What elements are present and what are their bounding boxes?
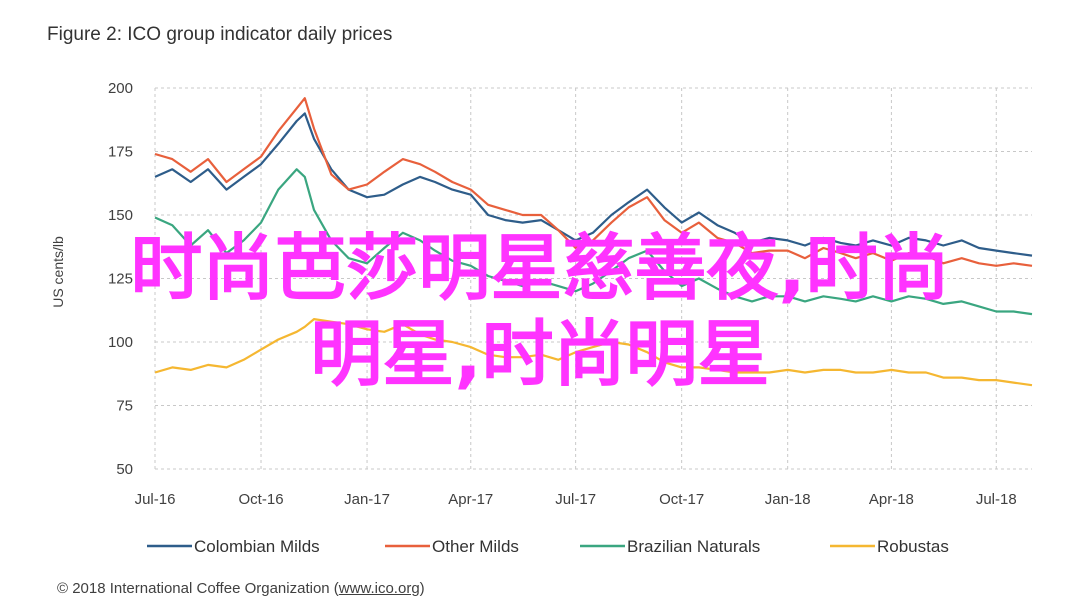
y-tick-label: 175 <box>108 144 133 161</box>
x-tick-label: Jan-18 <box>765 491 811 508</box>
legend-label-brazilian-naturals: Brazilian Naturals <box>627 537 760 556</box>
y-tick-label: 150 <box>108 207 133 224</box>
ico-website-link[interactable]: www.ico.org <box>338 580 420 597</box>
y-tick-label: 125 <box>108 271 133 288</box>
x-tick-label: Jul-16 <box>135 491 176 508</box>
x-tick-label: Jul-18 <box>976 491 1017 508</box>
grid <box>154 87 1032 470</box>
overlay-text-line2: 明星,时尚明星 <box>310 312 770 396</box>
x-tick-label: Oct-16 <box>239 491 284 508</box>
x-axis: Jul-16 Oct-16 Jan-17 Apr-17 Jul-17 Oct-17 Jan-… <box>135 491 1017 508</box>
series-line-robustas <box>154 318 1033 387</box>
x-tick-label: Jan-17 <box>344 491 390 508</box>
legend-label-robustas: Robustas <box>877 537 949 556</box>
x-tick-label: Oct-17 <box>659 491 704 508</box>
legend-label-colombian-milds: Colombian Milds <box>194 537 320 556</box>
y-tick-label: 100 <box>108 334 133 351</box>
figure-title: Figure 2: ICO group indicator daily pric… <box>47 24 393 45</box>
legend-label-other-milds: Other Milds <box>432 537 519 556</box>
x-tick-label: Apr-18 <box>869 491 914 508</box>
series-line-brazilian-naturals <box>154 168 1033 316</box>
copyright-notice: © 2018 International Coffee Organization… <box>57 580 425 597</box>
y-tick-label: 75 <box>116 398 133 415</box>
series-line-other-milds <box>154 97 1033 267</box>
y-tick-label: 50 <box>116 461 133 478</box>
copyright-prefix: © 2018 International Coffee Organization… <box>57 580 339 597</box>
series-line-colombian-milds <box>154 112 1033 257</box>
overlay-text-line1: 时尚芭莎明星慈善夜,时尚 <box>130 226 950 310</box>
legend: Colombian Milds Other Milds Brazilian Natu… <box>147 537 949 556</box>
y-axis: 50 75 100 125 150 175 200 <box>108 80 133 478</box>
x-tick-label: Apr-17 <box>448 491 493 508</box>
x-tick-label: Jul-17 <box>555 491 596 508</box>
series-lines <box>154 97 1033 387</box>
y-axis-label: US cents/lb <box>50 236 66 308</box>
y-tick-label: 200 <box>108 80 133 97</box>
copyright-suffix: ) <box>419 580 425 597</box>
